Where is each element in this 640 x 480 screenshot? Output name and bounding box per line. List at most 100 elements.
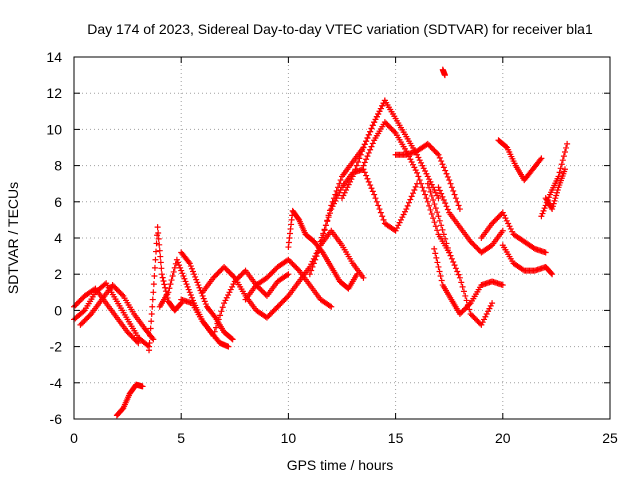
data-point [439, 226, 446, 233]
data-point [177, 301, 184, 308]
data-point [82, 316, 89, 323]
data-point [436, 154, 443, 161]
data-point [470, 241, 477, 248]
data-point [152, 256, 159, 263]
data-point [381, 119, 388, 126]
y-tick-label: 4 [54, 230, 62, 246]
series-sat-c [77, 282, 157, 343]
data-point [343, 187, 350, 194]
data-point [444, 244, 451, 251]
data-point [192, 273, 199, 280]
data-point [157, 253, 164, 260]
data-point [487, 302, 494, 309]
data-point [503, 217, 510, 224]
data-point [539, 210, 546, 217]
data-point [156, 241, 163, 248]
data-point [422, 168, 429, 175]
y-tick-label: -2 [50, 339, 63, 355]
data-point [230, 281, 237, 288]
data-point [451, 191, 458, 198]
data-point [194, 279, 201, 286]
data-point [282, 295, 289, 302]
data-point [135, 339, 142, 346]
data-point [474, 245, 481, 252]
data-point [180, 273, 187, 280]
x-tick-label: 5 [177, 430, 185, 446]
data-point [321, 226, 328, 233]
data-point [473, 316, 479, 323]
data-point [478, 321, 485, 328]
data-point [368, 185, 375, 192]
data-point [352, 166, 359, 173]
data-point [117, 290, 124, 297]
data-point [155, 230, 162, 237]
data-point [333, 195, 340, 202]
data-point [549, 203, 556, 210]
data-point [489, 300, 496, 307]
data-point [375, 202, 382, 209]
data-point [384, 121, 391, 128]
data-point [189, 268, 196, 275]
data-point [214, 270, 221, 277]
x-axis-label: GPS time / hours [287, 457, 394, 473]
data-point [364, 153, 371, 160]
data-point [290, 262, 297, 269]
data-point [437, 273, 444, 280]
data-point [422, 191, 429, 198]
data-point [160, 277, 167, 284]
data-point [459, 283, 466, 290]
data-point [200, 295, 207, 302]
data-point [365, 131, 372, 138]
data-point [148, 318, 155, 325]
data-point [161, 281, 168, 288]
data-point [487, 243, 494, 250]
data-point [434, 209, 441, 216]
data-point [367, 182, 374, 189]
data-point [444, 173, 451, 180]
data-point [171, 264, 178, 271]
data-point [452, 265, 459, 272]
data-point [210, 332, 217, 339]
data-point [395, 222, 402, 229]
data-point [489, 220, 496, 227]
data-point [77, 296, 84, 303]
data-point [73, 301, 80, 308]
data-point [211, 313, 218, 320]
data-point [218, 266, 225, 273]
data-point [368, 125, 375, 132]
data-point [441, 72, 448, 79]
data-point [454, 268, 461, 275]
data-point [499, 209, 506, 216]
x-tick-label: 25 [602, 430, 618, 446]
data-point [548, 270, 555, 277]
data-point [285, 256, 292, 263]
data-point [183, 281, 190, 288]
series-sat-s [431, 245, 506, 318]
data-point [210, 274, 217, 281]
data-point [379, 102, 386, 109]
data-point [225, 268, 232, 275]
chart-title: Day 174 of 2023, Sidereal Day-to-day VTE… [87, 21, 593, 37]
x-tick-label: 10 [281, 430, 297, 446]
data-point [266, 272, 273, 279]
data-point [415, 173, 422, 180]
data-point [165, 289, 172, 296]
data-point [403, 206, 410, 213]
data-point [554, 187, 561, 194]
data-point [373, 113, 380, 120]
data-point [109, 282, 116, 289]
data-point [186, 289, 193, 296]
data-point [361, 169, 368, 176]
data-point [509, 228, 516, 235]
data-point [479, 319, 486, 326]
data-point [435, 195, 442, 202]
data-point [383, 120, 390, 127]
data-point [549, 271, 556, 278]
data-point [435, 213, 442, 220]
data-point [408, 193, 415, 200]
data-point [411, 164, 418, 171]
data-point [72, 302, 79, 309]
data-point [431, 147, 438, 154]
data-point [267, 310, 274, 317]
data-point [411, 187, 418, 194]
